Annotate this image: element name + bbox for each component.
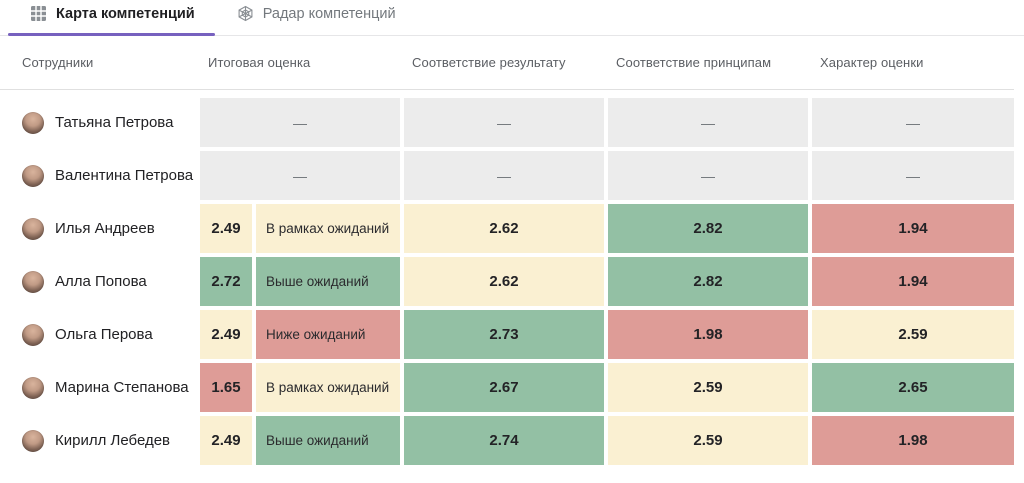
tab-label: Радар компетенций	[262, 5, 396, 22]
score-cell: 2.49	[200, 416, 252, 465]
employee-cell: Ольга Перова	[0, 310, 196, 359]
employee-name: Илья Андреев	[55, 220, 155, 237]
expectation-cell: В рамках ожиданий	[256, 204, 400, 253]
score-cell: 2.59	[608, 363, 808, 412]
employee-name: Марина Степанова	[55, 379, 189, 396]
grid-icon	[30, 5, 47, 22]
avatar	[22, 217, 44, 240]
avatar	[22, 323, 44, 346]
employee-cell: Валентина Петрова	[0, 151, 196, 200]
table-body: Татьяна Петрова — — — — Валентина Петрова — — — —…	[0, 90, 1014, 465]
table-row: Алла Попова 2.72 Выше ожиданий 2.62 2.82 1.94	[0, 257, 1014, 306]
avatar	[22, 376, 44, 399]
avatar	[22, 111, 44, 134]
score-cell: 1.98	[608, 310, 808, 359]
score-cell: 1.94	[812, 257, 1014, 306]
column-header-final-score: Итоговая оценка	[208, 55, 311, 70]
tab-label: Карта компетенций	[56, 5, 195, 22]
score-cell: —	[404, 98, 604, 147]
column-header-principles-compliance: Соответствие принципам	[616, 55, 772, 70]
employee-cell: Кирилл Лебедев	[0, 416, 196, 465]
score-cell: 2.72	[200, 257, 252, 306]
score-cell: 2.59	[608, 416, 808, 465]
expectation-cell: Выше ожиданий	[256, 416, 400, 465]
employee-name: Валентина Петрова	[55, 167, 194, 184]
tab-competency-radar[interactable]: Радар компетенций	[215, 0, 416, 35]
column-header-employees: Сотрудники	[22, 55, 94, 70]
score-cell: —	[200, 151, 400, 200]
expectation-cell: Ниже ожиданий	[256, 310, 400, 359]
table-row: Валентина Петрова — — — —	[0, 151, 1014, 200]
score-cell: —	[608, 151, 808, 200]
table-row: Марина Степанова 1.65 В рамках ожиданий 2.6…	[0, 363, 1014, 412]
avatar	[22, 270, 44, 293]
avatar	[22, 164, 44, 187]
employee-name: Ольга Перова	[55, 326, 153, 343]
table-row: Илья Андреев 2.49 В рамках ожиданий 2.62 2.8…	[0, 204, 1014, 253]
employee-name: Татьяна Петрова	[55, 114, 174, 131]
employee-cell: Илья Андреев	[0, 204, 196, 253]
table-header: Сотрудники Итоговая оценка Соответствие …	[0, 36, 1014, 90]
expectation-cell: В рамках ожиданий	[256, 363, 400, 412]
score-cell: 2.73	[404, 310, 604, 359]
table-row: Ольга Перова 2.49 Ниже ожиданий 2.73 1.98 2.5…	[0, 310, 1014, 359]
score-cell: 2.62	[404, 204, 604, 253]
column-header-result-compliance: Соответствие результату	[412, 55, 566, 70]
competency-table: Сотрудники Итоговая оценка Соответствие …	[0, 36, 1014, 465]
avatar	[22, 429, 44, 452]
employee-cell: Татьяна Петрова	[0, 98, 196, 147]
table-row: Татьяна Петрова — — — —	[0, 98, 1014, 147]
employee-cell: Алла Попова	[0, 257, 196, 306]
score-cell: 2.82	[608, 257, 808, 306]
score-cell: 2.59	[812, 310, 1014, 359]
column-header-score-character: Характер оценки	[820, 55, 924, 70]
employee-name: Алла Попова	[55, 273, 147, 290]
score-cell: 2.67	[404, 363, 604, 412]
score-cell: 2.49	[200, 310, 252, 359]
score-cell: 2.74	[404, 416, 604, 465]
radar-icon	[237, 5, 254, 22]
score-cell: —	[812, 98, 1014, 147]
score-cell: 1.98	[812, 416, 1014, 465]
tab-bar: Карта компетенций Радар компетенций	[0, 0, 1024, 36]
score-cell: —	[200, 98, 400, 147]
table-row: Кирилл Лебедев 2.49 Выше ожиданий 2.74 2.59 1…	[0, 416, 1014, 465]
score-cell: 2.49	[200, 204, 252, 253]
employee-name: Кирилл Лебедев	[55, 432, 171, 449]
score-cell: —	[608, 98, 808, 147]
employee-cell: Марина Степанова	[0, 363, 196, 412]
tab-competency-map[interactable]: Карта компетенций	[8, 0, 215, 36]
expectation-cell: Выше ожиданий	[256, 257, 400, 306]
score-cell: 1.65	[200, 363, 252, 412]
score-cell: —	[812, 151, 1014, 200]
score-cell: 1.94	[812, 204, 1014, 253]
score-cell: —	[404, 151, 604, 200]
score-cell: 2.82	[608, 204, 808, 253]
score-cell: 2.65	[812, 363, 1014, 412]
score-cell: 2.62	[404, 257, 604, 306]
